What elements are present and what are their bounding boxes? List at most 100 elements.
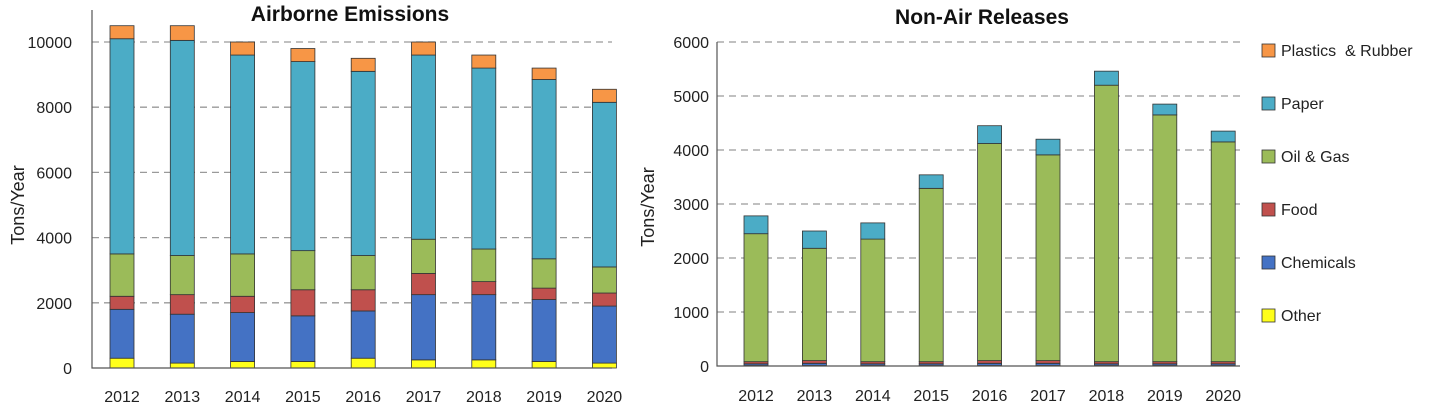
bar-segment-paper-2019 xyxy=(1152,103,1178,116)
bar-segment-paper-2013 xyxy=(169,39,195,256)
bar-segment-other-2020 xyxy=(592,362,617,369)
legend-label-food: Food xyxy=(1281,202,1317,219)
bar-segment-oil-gas-2017 xyxy=(1035,154,1061,362)
bar-segment-paper-2018 xyxy=(1094,70,1119,86)
x-tick-label: 2012 xyxy=(104,389,140,406)
bar-segment-food-2018 xyxy=(471,281,497,296)
legend-swatch-chemicals xyxy=(1261,255,1276,270)
bar-segment-paper-2015 xyxy=(290,61,316,252)
bar-segment-other-2017 xyxy=(411,359,436,369)
y-tick-label: 6000 xyxy=(673,35,709,52)
bar-segment-plastics-rubber-2017 xyxy=(411,41,436,56)
x-tick-label: 2019 xyxy=(526,389,562,406)
bar-segment-other-2015 xyxy=(290,361,316,369)
bar-segment-chemicals-2018 xyxy=(471,294,497,361)
bar-segment-paper-2020 xyxy=(592,101,617,268)
bar-segment-chemicals-2019 xyxy=(531,299,557,362)
bar-segment-food-2020 xyxy=(592,292,617,307)
bar-segment-plastics-rubber-2012 xyxy=(109,25,135,40)
non-air-releases-chart: Non-Air Releases Tons/Year 0 1000 2000 3000… xyxy=(638,6,1413,405)
legend-label-chemicals: Chemicals xyxy=(1281,255,1356,272)
bar-segment-plastics-rubber-2013 xyxy=(169,25,195,41)
bar-segment-chemicals-2017 xyxy=(411,294,436,361)
y-tick-labels: 0 1000 2000 3000 4000 5000 6000 xyxy=(673,35,709,376)
bar-segment-plastics-rubber-2015 xyxy=(290,48,316,62)
y-tick-label: 2000 xyxy=(673,251,709,268)
x-tick-label: 2018 xyxy=(1089,388,1125,405)
y-tick-label: 4000 xyxy=(673,143,709,160)
y-tick-label: 2000 xyxy=(36,296,72,313)
bar-segment-paper-2012 xyxy=(743,215,769,235)
bars xyxy=(743,70,1236,367)
bar-segment-oil-gas-2020 xyxy=(1210,141,1236,363)
x-tick-labels: 2012 2013 2014 2015 2016 2017 2018 2019 2020 xyxy=(104,389,622,406)
legend-swatch-plastics-rubber xyxy=(1261,43,1276,58)
y-tick-label: 8000 xyxy=(36,100,72,117)
axes-frame xyxy=(91,10,612,369)
bar-segment-chemicals-2012 xyxy=(109,308,135,359)
y-tick-labels: 0 2000 4000 6000 8000 10000 xyxy=(28,35,73,378)
bar-segment-oil-gas-2013 xyxy=(802,247,827,361)
bar-segment-food-2012 xyxy=(109,295,135,310)
legend-swatch-paper xyxy=(1261,96,1276,111)
bar-segment-other-2014 xyxy=(230,361,256,369)
legend-label-other: Other xyxy=(1281,308,1322,325)
y-tick-label: 1000 xyxy=(673,305,709,322)
bar-segment-paper-2015 xyxy=(918,174,944,189)
bar-segment-oil-gas-2020 xyxy=(592,266,617,294)
y-tick-label: 4000 xyxy=(36,231,72,248)
y-tick-label: 0 xyxy=(63,361,72,378)
legend-swatch-food xyxy=(1261,202,1276,217)
bar-segment-oil-gas-2019 xyxy=(531,258,557,289)
x-tick-label: 2013 xyxy=(797,388,833,405)
x-tick-label: 2019 xyxy=(1147,388,1183,405)
bar-segment-paper-2020 xyxy=(1210,130,1236,143)
bar-segment-paper-2016 xyxy=(977,125,1002,144)
bar-segment-plastics-rubber-2019 xyxy=(531,67,557,80)
y-axis-label: Tons/Year xyxy=(638,167,658,246)
bar-segment-oil-gas-2012 xyxy=(109,253,135,297)
bar-segment-food-2019 xyxy=(531,287,557,300)
y-tick-label: 3000 xyxy=(673,197,709,214)
y-axis-label: Tons/Year xyxy=(8,165,28,244)
legend-swatch-other xyxy=(1261,308,1276,323)
axes-frame xyxy=(716,42,1240,367)
bar-segment-plastics-rubber-2020 xyxy=(592,88,617,103)
bar-segment-paper-2018 xyxy=(471,67,497,250)
bar-segment-plastics-rubber-2016 xyxy=(350,57,376,72)
bar-segment-oil-gas-2014 xyxy=(230,253,256,297)
y-tick-label: 6000 xyxy=(36,165,72,182)
legend-label-plastics-rubber: Plastics & Rubber xyxy=(1281,43,1413,60)
bar-segment-oil-gas-2015 xyxy=(290,250,316,291)
bar-segment-oil-gas-2019 xyxy=(1152,114,1178,363)
legend-label-paper: Paper xyxy=(1281,96,1324,113)
legend-label-oil-gas: Oil & Gas xyxy=(1281,149,1349,166)
x-tick-label: 2013 xyxy=(165,389,201,406)
bar-segment-food-2013 xyxy=(802,360,827,364)
bar-segment-oil-gas-2018 xyxy=(471,248,497,283)
bars xyxy=(109,25,617,369)
chart-title: Airborne Emissions xyxy=(251,3,449,26)
x-tick-label: 2016 xyxy=(345,389,381,406)
x-tick-labels: 2012 2013 2014 2015 2016 2017 2018 2019 2020 xyxy=(738,388,1241,405)
airborne-emissions-chart: Airborne Emissions Tons/Year 0 2000 4000 60… xyxy=(8,3,622,406)
y-tick-label: 10000 xyxy=(28,35,73,52)
x-tick-label: 2018 xyxy=(466,389,502,406)
bar-segment-paper-2012 xyxy=(109,38,135,255)
bar-segment-paper-2019 xyxy=(531,79,557,260)
x-tick-label: 2020 xyxy=(1205,388,1241,405)
chart-title: Non-Air Releases xyxy=(895,6,1069,29)
x-tick-label: 2012 xyxy=(738,388,774,405)
x-tick-label: 2014 xyxy=(225,389,261,406)
bar-segment-chemicals-2020 xyxy=(592,305,617,364)
bar-segment-food-2016 xyxy=(977,360,1002,364)
bar-segment-chemicals-2013 xyxy=(169,313,195,364)
bar-segment-paper-2017 xyxy=(1035,138,1061,156)
y-tick-label: 5000 xyxy=(673,89,709,106)
bar-segment-plastics-rubber-2018 xyxy=(471,54,497,69)
x-tick-label: 2014 xyxy=(855,388,891,405)
bar-segment-food-2013 xyxy=(169,294,195,315)
bar-segment-other-2018 xyxy=(471,359,497,369)
bar-segment-oil-gas-2014 xyxy=(860,238,886,363)
